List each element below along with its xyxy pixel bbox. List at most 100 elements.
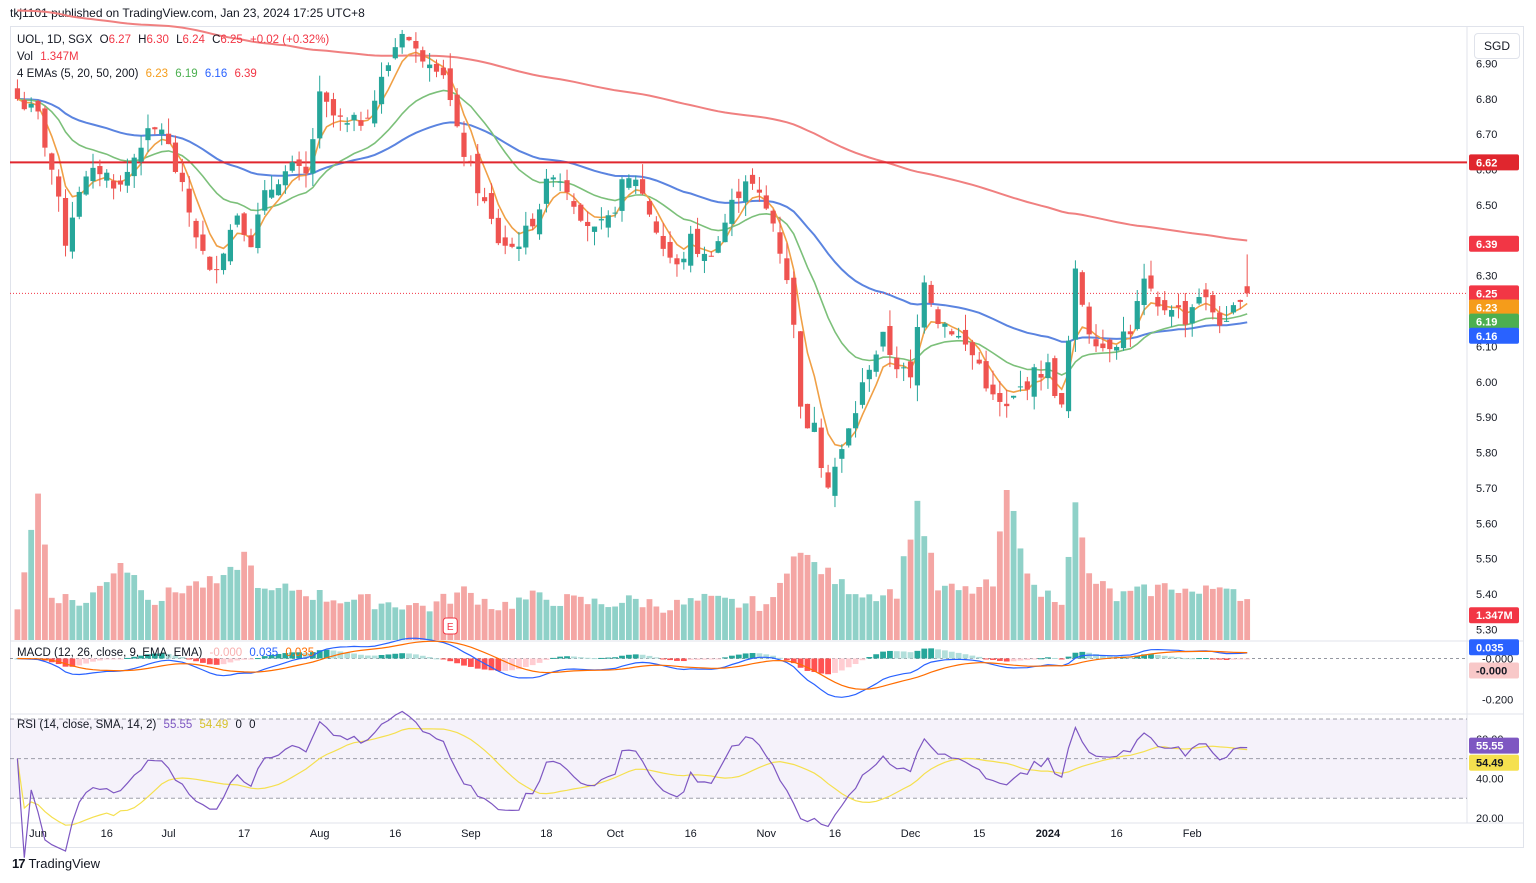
time-tick-label: Jun xyxy=(29,828,47,840)
volume-bar xyxy=(996,531,1003,640)
price-badge-bg xyxy=(1469,327,1519,344)
candle-body xyxy=(358,120,364,126)
macd-histogram-bar xyxy=(955,652,962,659)
candle-body xyxy=(633,179,639,187)
volume-bar xyxy=(763,604,770,640)
candle-body xyxy=(818,427,824,469)
price-badge-bg xyxy=(1469,607,1519,624)
macd-badge: -0.000 xyxy=(1476,665,1507,677)
macd-histogram-bar xyxy=(873,654,880,659)
candle-body xyxy=(530,218,536,227)
candle-body xyxy=(1079,272,1085,305)
rsi-badge: 54.49 xyxy=(1476,758,1504,770)
candle-body xyxy=(956,335,962,338)
price-badge: 6.23 xyxy=(1476,302,1497,314)
macd-histogram-bar xyxy=(488,658,495,671)
earnings-marker-label: E xyxy=(447,622,454,633)
vol-label[interactable]: Vol xyxy=(17,51,33,63)
candle-body xyxy=(852,413,859,429)
volume-bar xyxy=(440,593,447,640)
macd-histogram-bar xyxy=(1038,658,1044,660)
volume-bar xyxy=(605,607,612,640)
high-label: H6.30 xyxy=(138,34,169,46)
macd-histogram-bar xyxy=(742,653,749,659)
volume-bar xyxy=(625,595,632,640)
macd-histogram-bar xyxy=(1106,655,1113,659)
footer-brand[interactable]: 17 TradingView xyxy=(12,856,100,871)
macd-histogram-bar xyxy=(1209,658,1216,660)
volume-bar xyxy=(893,598,900,640)
macd-histogram-bar xyxy=(990,658,996,660)
candle-body xyxy=(804,403,811,429)
price-badge: 6.25 xyxy=(1476,288,1497,300)
candle-body xyxy=(1038,374,1044,378)
macd-histogram-bar xyxy=(399,653,406,659)
volume-bar xyxy=(1230,589,1237,640)
volume-bar xyxy=(715,595,722,640)
volume-bar xyxy=(1189,591,1196,640)
candle-body xyxy=(1182,301,1188,325)
macd-histogram-bar xyxy=(804,658,811,671)
candle-body xyxy=(131,157,137,177)
time-tick-label: 15 xyxy=(973,828,985,840)
symbol-label[interactable]: UOL, 1D, SGX xyxy=(17,34,93,46)
volume-bar xyxy=(811,562,818,640)
candle-body xyxy=(1114,346,1120,351)
ema-label[interactable]: 4 EMAs (5, 20, 50, 200) xyxy=(17,68,139,80)
volume-bar xyxy=(660,612,667,640)
macd-histogram-bar xyxy=(969,655,976,659)
volume-bar xyxy=(522,599,529,640)
candle-body xyxy=(990,384,996,395)
volume-bar xyxy=(536,592,543,640)
rsi-label[interactable]: RSI (14, close, SMA, 14, 2) xyxy=(17,719,157,731)
volume-bar xyxy=(337,603,344,640)
candle-body xyxy=(1237,299,1243,302)
candle-body xyxy=(598,219,604,221)
volume-bar xyxy=(419,605,426,640)
volume-bar xyxy=(206,576,213,640)
volume-bar xyxy=(316,590,323,640)
volume-bar xyxy=(227,566,234,640)
volume-bar xyxy=(873,601,880,640)
price-tick-label: 6.30 xyxy=(1476,271,1497,283)
candle-body xyxy=(736,191,742,199)
volume-bar xyxy=(1168,589,1175,640)
volume-bar xyxy=(1196,593,1202,640)
candle-body xyxy=(248,235,254,248)
volume-bar xyxy=(481,598,488,640)
candle-body xyxy=(983,361,989,389)
volume-bar xyxy=(131,575,138,640)
macd-histogram-bar xyxy=(426,657,433,659)
candle-body xyxy=(399,33,405,48)
macd-histogram-bar xyxy=(227,658,234,663)
macd-label[interactable]: MACD (12, 26, close, 9, EMA, EMA) xyxy=(17,647,203,659)
candle-body xyxy=(962,329,969,345)
volume-bar xyxy=(62,594,69,640)
candle-body xyxy=(1024,381,1030,390)
macd-histogram-bar xyxy=(516,658,522,670)
volume-bar xyxy=(1099,581,1106,640)
candle-body xyxy=(1107,339,1113,350)
volume-bar xyxy=(364,594,371,640)
candle-body xyxy=(1223,320,1230,322)
candle-body xyxy=(275,184,282,196)
volume-bar xyxy=(1093,583,1099,640)
candle-body xyxy=(282,171,288,186)
macd-histogram-bar xyxy=(1051,657,1058,659)
currency-button[interactable]: SGD xyxy=(1474,33,1520,59)
macd-histogram-bar xyxy=(887,650,893,659)
ema20-value: 6.19 xyxy=(175,68,198,80)
candle-body xyxy=(839,449,845,459)
candle-body xyxy=(124,171,130,186)
macd-histogram-bar xyxy=(117,658,124,660)
macd-histogram-bar xyxy=(1072,652,1079,659)
volume-bar xyxy=(777,582,783,640)
macd-histogram-bar xyxy=(557,656,564,659)
candle-body xyxy=(502,237,508,246)
price-legend: UOL, 1D, SGX O6.27 H6.30 L6.24 C6.25 +0.… xyxy=(17,34,333,46)
volume-bar xyxy=(234,569,241,640)
candle-body xyxy=(207,256,213,270)
macd-histogram-bar xyxy=(1216,658,1223,660)
time-tick-label: 17 xyxy=(238,828,250,840)
